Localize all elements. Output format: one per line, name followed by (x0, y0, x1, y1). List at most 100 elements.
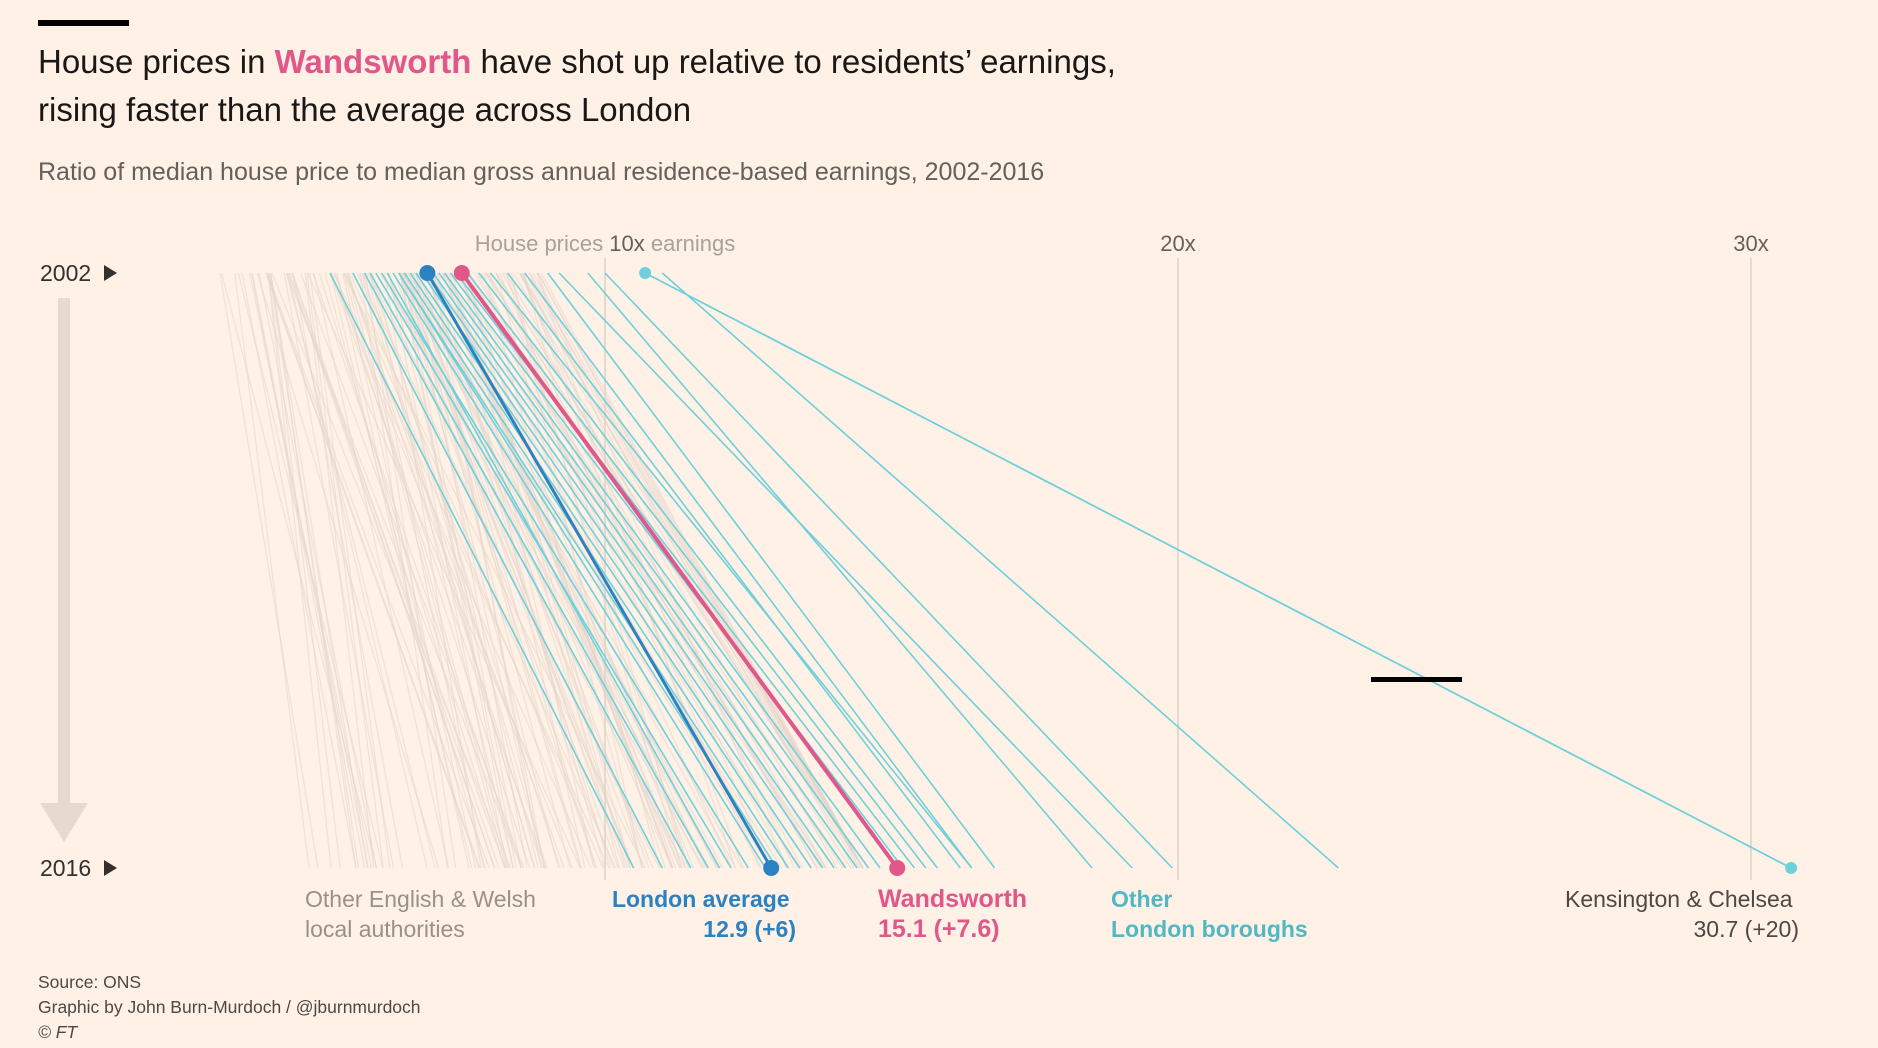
highlighted-lines (419, 265, 1798, 876)
other-authority-line (251, 272, 369, 869)
other-authority-line (519, 272, 796, 869)
other-authority-line (412, 272, 597, 869)
wandsworth-end-dot (889, 860, 906, 876)
other-authority-line (342, 272, 477, 869)
other-authority-line (329, 272, 473, 869)
axis-tick-labels: House prices 10x earnings 20x 30x (475, 231, 1769, 256)
other-authority-line (359, 272, 449, 869)
london-borough-line (420, 272, 835, 869)
wandsworth-label-line2: 15.1 (+7.6) (878, 915, 1000, 943)
other-authority-line (306, 272, 581, 869)
other-authority-line (388, 272, 539, 869)
other-authority-line (241, 272, 357, 869)
london-borough-line (466, 272, 927, 869)
other-authority-line (361, 272, 485, 869)
title-line-2: rising faster than the average across Lo… (38, 91, 692, 128)
footer: Source: ONS Graphic by John Burn-Murdoch… (38, 970, 421, 1045)
other-authority-line (416, 272, 717, 869)
london-borough-line (432, 272, 858, 869)
other-authority-line (329, 272, 547, 869)
kensington-chelsea-end-dot (1785, 862, 1798, 874)
other-authority-line (538, 272, 864, 869)
kensington-chelsea-label-line2: 30.7 (+20) (1694, 916, 1800, 942)
other-ew-label: Other English & Welsh local authorities (305, 886, 542, 942)
year-end-triangle (104, 860, 117, 876)
other-authority-line (256, 272, 440, 869)
london-borough-line (352, 272, 664, 869)
year-label-end: 2016 (40, 855, 91, 881)
x-tick-label-suffix: earnings (645, 231, 736, 256)
other-authority-line (436, 272, 606, 869)
other-authority-line (344, 272, 604, 869)
london-borough-line (449, 272, 904, 869)
copyright: © FT (38, 1022, 78, 1042)
other-authority-line (522, 272, 744, 869)
end-labels: Other English & Welsh local authorities … (305, 885, 1799, 943)
london-borough-line (398, 272, 790, 869)
other-authority-line (330, 272, 574, 869)
london-average-start-dot (419, 265, 436, 281)
london-borough-line (403, 272, 801, 869)
london-borough-line (547, 272, 996, 869)
x-tick-label-value: 10x (609, 231, 644, 256)
other-authority-line (287, 272, 428, 869)
chart-title: House prices in Wandsworth have shot up … (38, 38, 1238, 134)
x-tick-label-value: 30x (1733, 231, 1768, 256)
london-borough-line (661, 272, 1339, 869)
year-start-triangle (104, 265, 117, 281)
london-average-label: London average 12.9 (+6) (612, 886, 796, 942)
london-borough-line (386, 272, 721, 869)
wandsworth-start-dot (453, 265, 470, 281)
other-london-label-line1: Other (1111, 886, 1172, 912)
other-ew-label-line1: Other English & Welsh (305, 886, 536, 912)
title-highlight-wandsworth: Wandsworth (274, 43, 472, 80)
other-authority-line (486, 272, 864, 869)
other-authority-line (266, 272, 490, 869)
x-tick-label-30x: 30x (1733, 231, 1768, 256)
other-authority-line (265, 272, 481, 869)
london-average-label-line2: 12.9 (+6) (703, 916, 796, 942)
other-authority-line (381, 272, 719, 869)
kensington-chelsea-line (644, 272, 1792, 869)
other-authority-line (269, 272, 369, 869)
x-tick-label-prefix: House prices (475, 231, 610, 256)
graphic-credit: Graphic by John Burn-Murdoch / @jburnmur… (38, 997, 421, 1017)
other-authority-line (291, 272, 500, 869)
title-part-1: House prices in (38, 43, 275, 80)
other-authority-line (306, 272, 384, 869)
london-borough-line (409, 272, 812, 869)
other-authority-line (219, 272, 319, 869)
x-tick-label-value: 20x (1160, 231, 1195, 256)
annotation-marker (1371, 677, 1462, 682)
london-borough-line (392, 272, 767, 869)
other-authority-line (428, 272, 546, 869)
x-tick-label-20x: 20x (1160, 231, 1195, 256)
wandsworth-label: Wandsworth 15.1 (+7.6) (878, 885, 1034, 943)
other-authority-line (519, 272, 864, 869)
london-average-line (426, 272, 773, 869)
time-arrow (40, 298, 88, 842)
london-average-label-line1: London average (612, 886, 790, 912)
other-authority-line (251, 272, 366, 869)
kensington-chelsea-start-dot (639, 267, 652, 279)
other-london-label-line2: London boroughs (1111, 916, 1308, 942)
other-authority-line (334, 272, 531, 869)
other-authority-line (318, 272, 506, 869)
title-accent-bar (38, 20, 129, 26)
other-authority-line (412, 272, 581, 869)
other-authority-line (399, 272, 597, 869)
other-authority-line (416, 272, 583, 869)
other-authority-line (265, 272, 480, 869)
london-borough-line (426, 272, 847, 869)
x-tick-label-10x: House prices 10x earnings (475, 231, 736, 256)
london-borough-line (604, 272, 1173, 869)
other-authority-line (365, 272, 535, 869)
wandsworth-line (460, 271, 899, 870)
other-authority-line (523, 272, 686, 869)
chart-subtitle: Ratio of median house price to median gr… (38, 158, 1045, 186)
london-borough-line (524, 272, 973, 869)
other-authority-line (270, 272, 357, 869)
title-part-2: have shot up relative to residents’ earn… (471, 43, 1116, 80)
london-borough-line (587, 272, 1093, 869)
